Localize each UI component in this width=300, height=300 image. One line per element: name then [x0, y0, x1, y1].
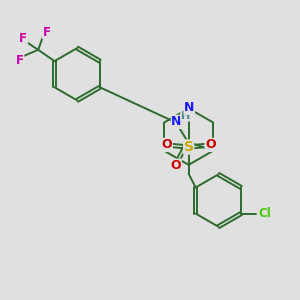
Text: F: F [16, 54, 24, 67]
Text: H: H [181, 111, 190, 121]
Text: O: O [162, 138, 172, 152]
Text: O: O [205, 138, 216, 152]
Text: F: F [43, 26, 50, 38]
Text: N: N [171, 116, 182, 128]
Text: O: O [171, 159, 181, 172]
Text: N: N [184, 101, 194, 114]
Text: Cl: Cl [258, 207, 271, 220]
Text: S: S [184, 140, 194, 154]
Text: F: F [19, 32, 27, 45]
